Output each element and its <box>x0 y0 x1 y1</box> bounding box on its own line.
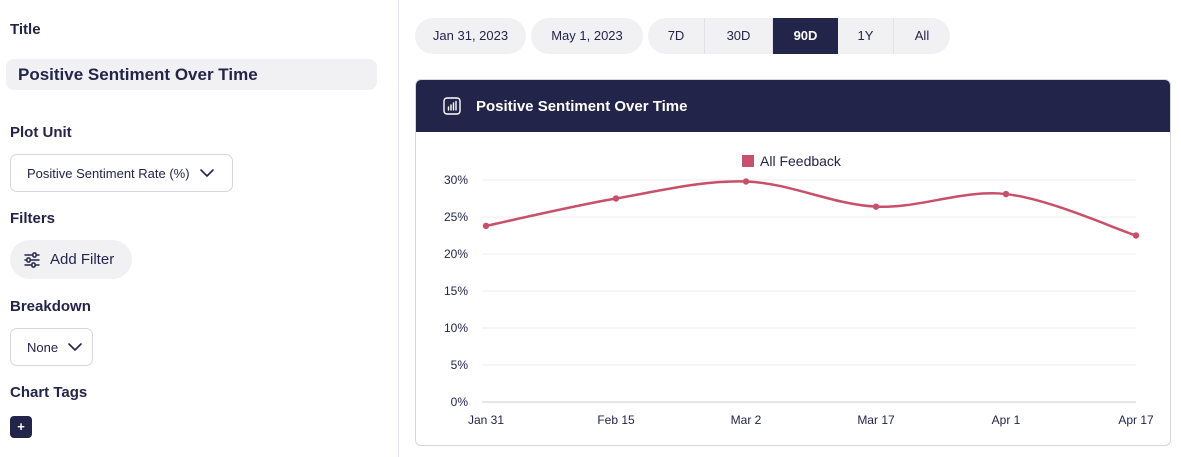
data-point[interactable] <box>1132 232 1140 239</box>
y-tick-label: 15% <box>444 284 468 298</box>
range-selector: 7D 30D 90D 1Y All <box>648 18 950 54</box>
chart-tags-label: Chart Tags <box>10 384 88 401</box>
chart-card-header: Positive Sentiment Over Time <box>416 80 1170 132</box>
y-tick-label: 5% <box>451 358 469 372</box>
data-point[interactable] <box>742 178 750 185</box>
plot-unit-label: Plot Unit <box>10 124 72 141</box>
range-90d-button[interactable]: 90D <box>773 18 838 54</box>
y-tick-label: 10% <box>444 321 468 335</box>
x-tick-label: Mar 17 <box>857 413 895 427</box>
title-input[interactable]: Positive Sentiment Over Time <box>6 59 377 90</box>
filters-label: Filters <box>10 210 56 227</box>
y-tick-label: 0% <box>451 395 469 409</box>
start-date-picker[interactable]: Jan 31, 2023 <box>415 18 526 54</box>
range-1y-button[interactable]: 1Y <box>838 18 894 54</box>
chart-card: Positive Sentiment Over Time 0% 5% 10% 15% 2… <box>415 79 1171 446</box>
chevron-down-icon <box>199 169 214 177</box>
title-label: Title <box>10 21 41 38</box>
data-point[interactable] <box>872 203 880 210</box>
x-tick-label: Feb 15 <box>597 413 635 427</box>
add-tag-button[interactable]: + <box>10 416 32 438</box>
x-tick-label: Apr 1 <box>992 413 1021 427</box>
legend-swatch-all-feedback <box>742 155 754 167</box>
chart-title: Positive Sentiment Over Time <box>476 97 688 115</box>
plot-unit-select[interactable]: Positive Sentiment Rate (%) <box>10 154 233 192</box>
chart-settings-panel: Title Positive Sentiment Over Time Plot … <box>0 0 398 457</box>
data-point[interactable] <box>482 222 490 230</box>
sliders-icon <box>24 251 40 268</box>
plot-unit-value: Positive Sentiment Rate (%) <box>27 165 190 181</box>
range-7d-button[interactable]: 7D <box>648 18 705 54</box>
range-all-button[interactable]: All <box>914 28 930 43</box>
breakdown-label: Breakdown <box>10 298 91 315</box>
panel-divider <box>398 0 399 457</box>
breakdown-value: None <box>27 339 59 355</box>
add-filter-label: Add Filter <box>50 251 115 268</box>
legend-label-all-feedback: All Feedback <box>760 153 842 169</box>
x-tick-label: Jan 31 <box>468 413 504 427</box>
y-tick-label: 30% <box>444 173 468 187</box>
y-tick-label: 20% <box>444 247 468 261</box>
data-point[interactable] <box>612 195 620 202</box>
chevron-down-icon <box>68 343 82 351</box>
range-30d-button[interactable]: 30D <box>705 18 773 54</box>
bar-chart-icon <box>443 97 461 115</box>
x-tick-label: Mar 2 <box>731 413 762 427</box>
x-tick-label: Apr 17 <box>1118 413 1154 427</box>
data-point[interactable] <box>1002 190 1010 198</box>
series-line-all-feedback <box>485 180 1137 237</box>
y-tick-label: 25% <box>444 210 468 224</box>
line-chart: 0% 5% 10% 15% 20% 25% 30% Jan 31 Feb 15 Mar 2 Mar… <box>444 153 1154 427</box>
add-filter-button[interactable]: Add Filter <box>10 240 132 279</box>
end-date-picker[interactable]: May 1, 2023 <box>531 18 643 54</box>
breakdown-select[interactable]: None <box>10 328 93 366</box>
